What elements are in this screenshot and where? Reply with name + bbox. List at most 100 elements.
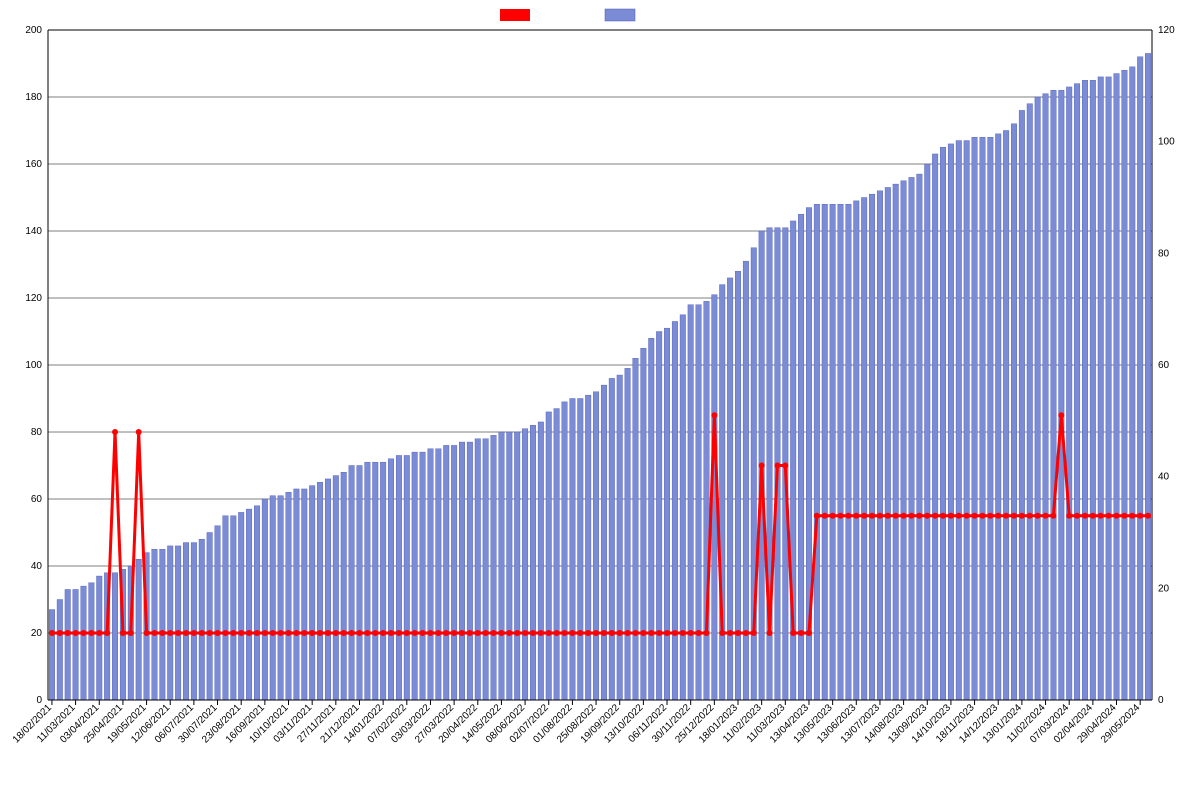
line-marker [711,412,717,418]
bar [207,533,213,701]
bar [1074,84,1080,700]
line-marker [1019,513,1025,519]
bar [1027,104,1033,700]
line-marker [459,630,465,636]
line-marker [1082,513,1088,519]
line-marker [798,630,804,636]
y-right-tick-label: 120 [1158,25,1175,36]
line-marker [96,630,102,636]
line-marker [940,513,946,519]
y-left-tick-label: 160 [25,159,42,170]
line-marker [964,513,970,519]
line-marker [175,630,181,636]
bar [948,144,954,700]
line-marker [1090,513,1096,519]
line-marker [1027,513,1033,519]
line-marker [349,630,355,636]
line-marker [404,630,410,636]
bar [578,399,584,701]
line-marker [538,630,544,636]
bar [530,425,536,700]
legend-swatch-line [500,9,530,21]
bar [1003,131,1009,701]
bar [680,315,686,700]
bar [719,285,725,700]
bar [893,184,899,700]
bar [940,147,946,700]
line-marker [845,513,851,519]
bar [1106,77,1112,700]
bar [309,486,315,700]
line-marker [309,630,315,636]
line-marker [522,630,528,636]
line-marker [1043,513,1049,519]
bar [838,204,844,700]
bar [538,422,544,700]
line-marker [656,630,662,636]
bar [901,181,907,700]
bar [388,459,394,700]
bar [980,137,986,700]
bar [546,412,552,700]
line-marker [774,463,780,469]
bar [909,177,915,700]
bar [428,449,434,700]
bar [365,462,371,700]
bar [404,455,410,700]
line-marker [506,630,512,636]
line-marker [317,630,323,636]
bar [917,174,923,700]
line-marker [301,630,307,636]
bar [152,549,158,700]
bar [822,204,828,700]
bar [1035,97,1041,700]
line-marker [49,630,55,636]
bar [877,191,883,700]
bar [664,328,670,700]
bar [1011,124,1017,700]
line-marker [286,630,292,636]
line-marker [412,630,418,636]
bar [830,204,836,700]
line-marker [703,630,709,636]
bar [1145,53,1151,700]
y-left-tick-label: 20 [31,628,43,639]
bar [81,586,87,700]
line-marker [916,513,922,519]
line-marker [1011,513,1017,519]
bar [325,479,331,700]
line-marker [514,630,520,636]
line-marker [569,630,575,636]
line-marker [364,630,370,636]
line-marker [246,630,252,636]
line-marker [1050,513,1056,519]
bar [231,516,237,700]
line-marker [498,630,504,636]
bar [554,409,560,700]
bar [65,589,71,700]
bar [73,589,79,700]
line-marker [593,630,599,636]
line-marker [427,630,433,636]
line-marker [877,513,883,519]
bar [175,546,181,700]
line-marker [948,513,954,519]
y-left-tick-label: 80 [31,427,43,438]
line-marker [151,630,157,636]
line-marker [617,630,623,636]
line-marker [1035,513,1041,519]
line-marker [1145,513,1151,519]
bar [183,543,189,700]
line-marker [475,630,481,636]
bar [798,214,804,700]
line-marker [830,513,836,519]
line-marker [672,630,678,636]
bar [814,204,820,700]
bar [89,583,95,700]
bar [1098,77,1104,700]
line-marker [191,630,197,636]
line-marker [585,630,591,636]
bar [286,492,292,700]
line-marker [956,513,962,519]
y-left-tick-label: 0 [36,695,42,706]
